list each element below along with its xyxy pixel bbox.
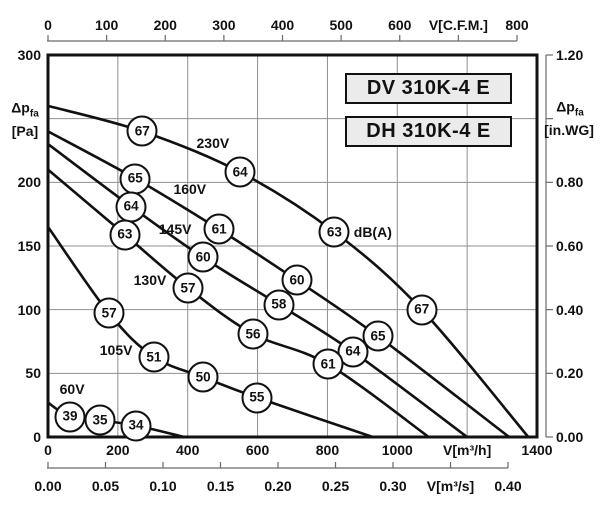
plot-border — [46, 53, 539, 439]
left-axis-symbol-sub: fa — [29, 108, 39, 120]
curve-130v — [46, 168, 430, 439]
model-badge-dv: DV 310K-4 E — [345, 73, 512, 104]
model-badge-dh: DH 310K-4 E — [345, 116, 512, 147]
curves-layer-svg — [46, 104, 530, 439]
curve-230v — [46, 104, 530, 439]
right-axis-title-symbol: Δpfa — [556, 100, 584, 119]
left-axis-title-unit: [Pa] — [11, 123, 39, 139]
left-axis-symbol: Δp — [11, 99, 30, 116]
right-axis-symbol: Δp — [556, 98, 575, 115]
right-axis-symbol-sub: fa — [574, 107, 584, 119]
curve-60v — [46, 401, 186, 439]
left-axis-title-symbol: Δpfa — [11, 101, 39, 120]
curve-105v — [46, 225, 375, 439]
curve-160v — [46, 130, 511, 439]
right-axis-title-unit: [in.WG] — [544, 122, 594, 138]
